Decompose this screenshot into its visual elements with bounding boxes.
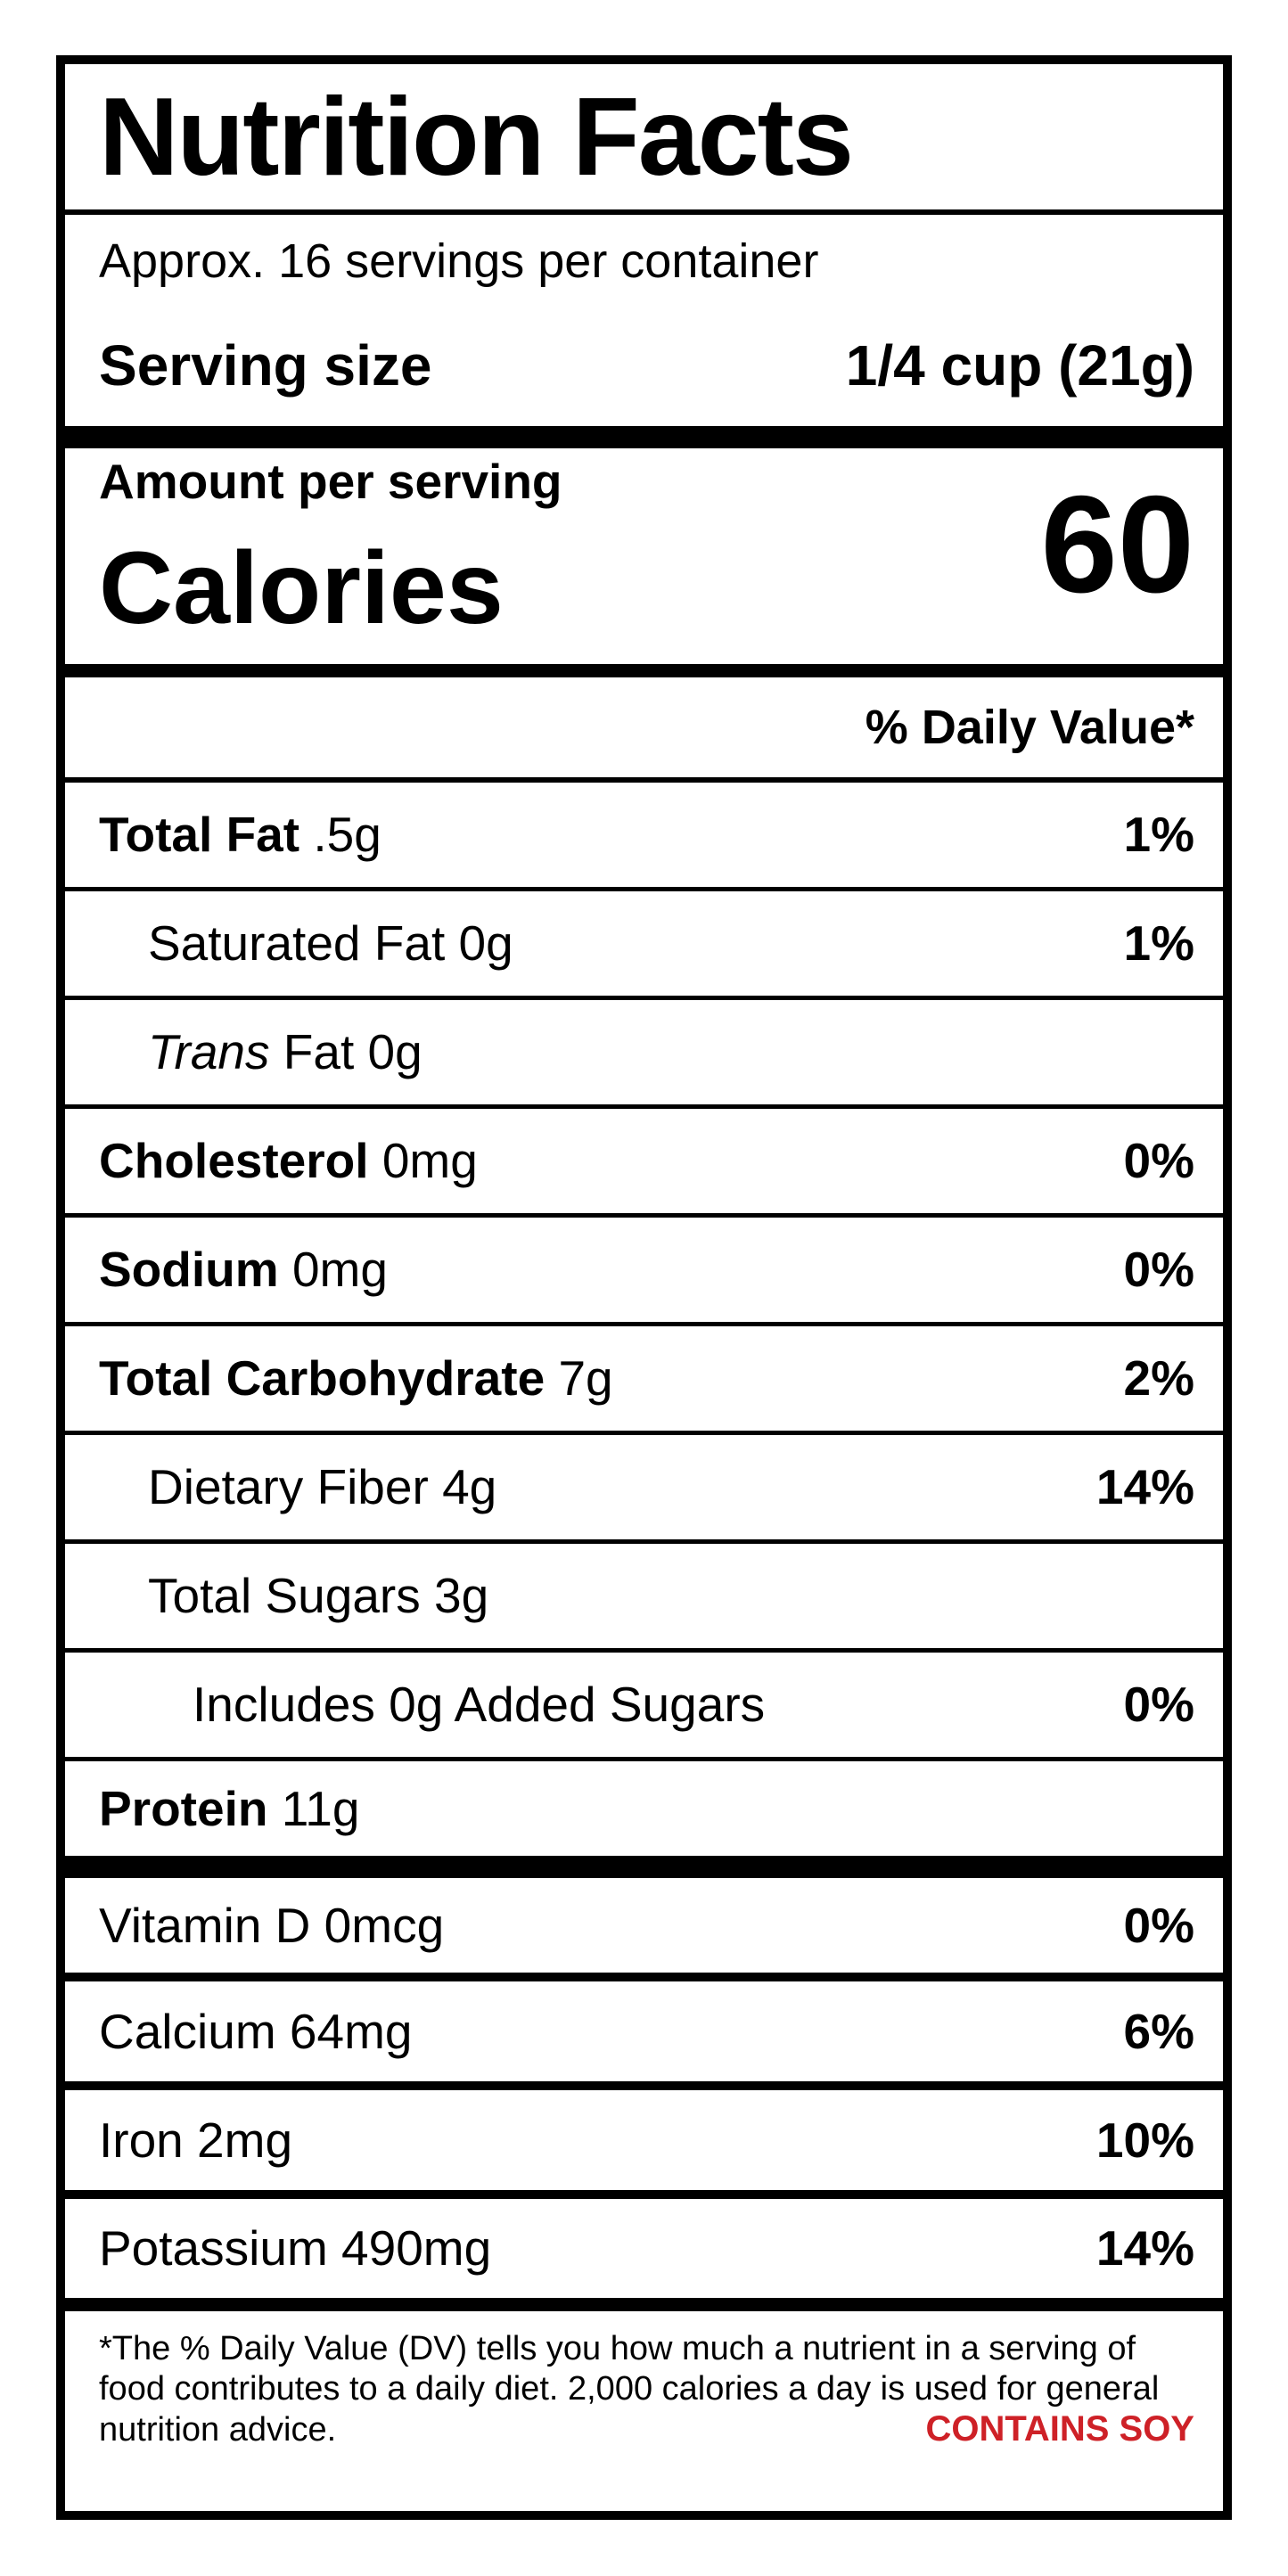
vitamin-name: Calcium 64mg <box>99 2003 413 2059</box>
nutrient-name: Protein <box>99 1780 268 1836</box>
nutrient-amount: 0mg <box>291 1242 388 1297</box>
nutrient-name-amount: Saturated Fat 0g <box>99 919 513 968</box>
nutrient-name: Total Carbohydrate <box>99 1350 546 1406</box>
title-row: Nutrition Facts <box>65 64 1223 215</box>
label-title: Nutrition Facts <box>99 75 854 199</box>
nutrient-amount: 0g <box>458 915 513 971</box>
nutrient-row-trans-fat: Trans Fat 0g <box>65 1000 1223 1109</box>
nutrient-dv: 0% <box>1123 1133 1195 1188</box>
calories-value: 60 <box>1040 467 1194 621</box>
nutrient-dv: 0% <box>1123 1242 1195 1297</box>
nutrition-facts-label: Nutrition Facts Approx. 16 servings per … <box>56 55 1232 2520</box>
calories-section: Amount per serving Calories 60 <box>65 448 1223 664</box>
footnote-line-text: nutrition advice. <box>99 2411 337 2449</box>
nutrient-dv: 0% <box>1123 1677 1195 1732</box>
serving-size-value: 1/4 cup (21g) <box>845 333 1194 398</box>
nutrient-name: Total Sugars <box>148 1568 421 1623</box>
nutrient-dv: 2% <box>1123 1350 1195 1406</box>
nutrient-name-amount: Total Carbohydrate 7g <box>99 1354 613 1403</box>
nutrient-name-amount: Sodium 0mg <box>99 1245 388 1294</box>
nutrient-amount: 4g <box>442 1459 497 1514</box>
nutrient-dv: 1% <box>1123 915 1195 971</box>
nutrient-row-dietary-fiber: Dietary Fiber 4g 14% <box>65 1435 1223 1544</box>
calories-label: Calories <box>99 531 504 645</box>
servings-per-container: Approx. 16 servings per container <box>99 234 819 288</box>
nutrient-name: Includes 0g Added Sugars <box>193 1677 766 1732</box>
nutrient-amount: 7g <box>558 1350 613 1406</box>
nutrient-row-sodium: Sodium 0mg 0% <box>65 1218 1223 1326</box>
nutrient-row-cholesterol: Cholesterol 0mg 0% <box>65 1109 1223 1218</box>
nutrient-name: Dietary Fiber <box>148 1459 429 1514</box>
vitamin-dv: 6% <box>1123 2003 1195 2059</box>
vitamin-dv: 14% <box>1095 2220 1194 2276</box>
vitamin-dv: 10% <box>1095 2112 1194 2168</box>
footnote-line: nutrition advice. CONTAINS SOY <box>99 2409 1194 2450</box>
vitamin-name: Potassium 490mg <box>99 2220 492 2276</box>
nutrient-amount: 0mg <box>381 1133 478 1188</box>
nutrient-row-saturated-fat: Saturated Fat 0g 1% <box>65 891 1223 1000</box>
vitamin-row-vitamin-d: Vitamin D 0mcg 0% <box>65 1878 1223 1981</box>
nutrient-dv: 14% <box>1095 1459 1194 1514</box>
nutrient-amount: 3g <box>434 1568 489 1623</box>
nutrient-row-total-sugars: Total Sugars 3g <box>65 1544 1223 1653</box>
nutrient-name-amount: Cholesterol 0mg <box>99 1136 478 1185</box>
nutrient-row-protein: Protein 11g <box>65 1761 1223 1856</box>
nutrient-dv: 1% <box>1123 807 1195 862</box>
nutrient-amount: Fat 0g <box>283 1024 422 1079</box>
nutrient-name-amount: Dietary Fiber 4g <box>99 1463 496 1512</box>
divider-bar-under-calories <box>65 664 1223 677</box>
nutrient-name: Saturated Fat <box>148 915 446 971</box>
vitamin-row-potassium: Potassium 490mg 14% <box>65 2199 1223 2298</box>
daily-value-header-row: % Daily Value* <box>65 677 1223 783</box>
vitamin-name: Vitamin D 0mcg <box>99 1897 445 1953</box>
footnote-line: food contributes to a daily diet. 2,000 … <box>99 2370 1160 2408</box>
nutrient-row-total-fat: Total Fat .5g 1% <box>65 783 1223 891</box>
nutrient-name: Total Fat <box>99 807 300 862</box>
daily-value-header: % Daily Value* <box>865 701 1194 754</box>
divider-bar-thick-top <box>65 426 1223 448</box>
vitamin-row-calcium: Calcium 64mg 6% <box>65 1981 1223 2090</box>
nutrient-name: Sodium <box>99 1242 279 1297</box>
nutrient-name-amount: Total Fat .5g <box>99 810 381 859</box>
nutrient-name-amount: Trans Fat 0g <box>99 1028 422 1077</box>
footnote: *The % Daily Value (DV) tells you how mu… <box>65 2311 1223 2511</box>
serving-section: Approx. 16 servings per container Servin… <box>65 215 1223 426</box>
vitamin-name: Iron 2mg <box>99 2112 293 2168</box>
nutrient-amount: 11g <box>281 1780 360 1836</box>
nutrient-row-total-carbohydrate: Total Carbohydrate 7g 2% <box>65 1326 1223 1435</box>
divider-bar-above-footnote <box>65 2298 1223 2311</box>
vitamin-dv: 0% <box>1123 1897 1195 1953</box>
nutrient-name-amount: Protein 11g <box>99 1784 359 1834</box>
footnote-line: *The % Daily Value (DV) tells you how mu… <box>99 2330 1136 2367</box>
nutrient-name-amount: Total Sugars 3g <box>99 1571 488 1620</box>
allergen-statement: CONTAINS SOY <box>925 2409 1194 2449</box>
nutrient-row-added-sugars: Includes 0g Added Sugars 0% <box>65 1653 1223 1761</box>
nutrient-amount: .5g <box>313 807 381 862</box>
serving-size-label: Serving size <box>99 333 432 398</box>
nutrient-name: Cholesterol <box>99 1133 369 1188</box>
nutrient-name: Trans <box>148 1024 270 1079</box>
serving-size-row: Serving size 1/4 cup (21g) <box>99 333 1194 398</box>
vitamin-row-iron: Iron 2mg 10% <box>65 2090 1223 2199</box>
nutrient-name-amount: Includes 0g Added Sugars <box>99 1680 765 1729</box>
amount-per-serving-label: Amount per serving <box>99 454 562 509</box>
divider-bar-thick-under-protein <box>65 1856 1223 1878</box>
